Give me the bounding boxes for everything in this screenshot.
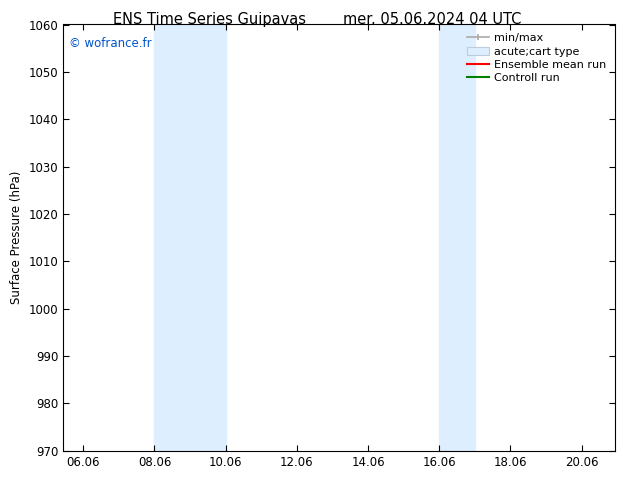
Y-axis label: Surface Pressure (hPa): Surface Pressure (hPa) xyxy=(10,171,23,304)
Text: © wofrance.fr: © wofrance.fr xyxy=(69,37,152,50)
Text: ENS Time Series Guipavas        mer. 05.06.2024 04 UTC: ENS Time Series Guipavas mer. 05.06.2024… xyxy=(113,12,521,27)
Bar xyxy=(457,24,475,451)
Bar xyxy=(439,24,457,451)
Bar xyxy=(190,24,226,451)
Legend: min/max, acute;cart type, Ensemble mean run, Controll run: min/max, acute;cart type, Ensemble mean … xyxy=(464,30,609,87)
Bar xyxy=(155,24,190,451)
